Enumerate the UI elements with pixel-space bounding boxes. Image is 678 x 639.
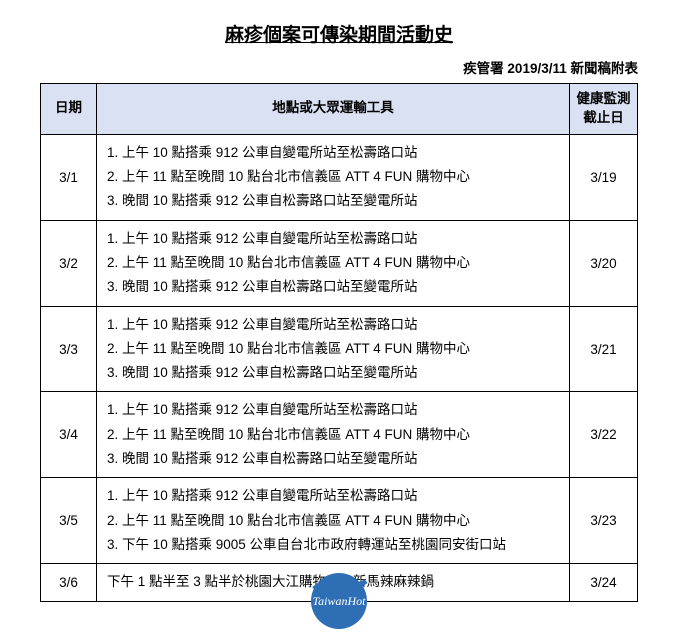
- cell-location: 1. 上午 10 點搭乘 912 公車自變電所站至松壽路口站2. 上午 11 點…: [97, 306, 570, 392]
- col-deadline: 健康監測 截止日: [570, 84, 638, 135]
- list-item: 3. 晚間 10 點搭乘 912 公車自松壽路口站至變電所站: [107, 361, 559, 385]
- cell-location: 1. 上午 10 點搭乘 912 公車自變電所站至松壽路口站2. 上午 11 點…: [97, 392, 570, 478]
- list-item: 2. 上午 11 點至晚間 10 點台北市信義區 ATT 4 FUN 購物中心: [107, 509, 559, 533]
- cell-deadline: 3/24: [570, 564, 638, 601]
- cell-deadline: 3/20: [570, 220, 638, 306]
- cell-location: 1. 上午 10 點搭乘 912 公車自變電所站至松壽路口站2. 上午 11 點…: [97, 220, 570, 306]
- cell-date: 3/1: [41, 134, 97, 220]
- list-item: 1. 上午 10 點搭乘 912 公車自變電所站至松壽路口站: [107, 398, 559, 422]
- list-item: 1. 上午 10 點搭乘 912 公車自變電所站至松壽路口站: [107, 141, 559, 165]
- cell-date: 3/3: [41, 306, 97, 392]
- col-deadline-line2: 截止日: [583, 110, 624, 125]
- list-item: 3. 晚間 10 點搭乘 912 公車自松壽路口站至變電所站: [107, 447, 559, 471]
- table-row: 3/21. 上午 10 點搭乘 912 公車自變電所站至松壽路口站2. 上午 1…: [41, 220, 638, 306]
- logo-text: TaiwanHot: [313, 594, 367, 608]
- cell-date: 3/4: [41, 392, 97, 478]
- table-row: 3/11. 上午 10 點搭乘 912 公車自變電所站至松壽路口站2. 上午 1…: [41, 134, 638, 220]
- col-location: 地點或大眾運輸工具: [97, 84, 570, 135]
- cell-location: 1. 上午 10 點搭乘 912 公車自變電所站至松壽路口站2. 上午 11 點…: [97, 478, 570, 564]
- page-title: 麻疹個案可傳染期間活動史: [40, 20, 638, 47]
- table-row: 3/31. 上午 10 點搭乘 912 公車自變電所站至松壽路口站2. 上午 1…: [41, 306, 638, 392]
- cell-deadline: 3/21: [570, 306, 638, 392]
- list-item: 3. 晚間 10 點搭乘 912 公車自松壽路口站至變電所站: [107, 275, 559, 299]
- list-item: 2. 上午 11 點至晚間 10 點台北市信義區 ATT 4 FUN 購物中心: [107, 165, 559, 189]
- activity-table: 日期 地點或大眾運輸工具 健康監測 截止日 3/11. 上午 10 點搭乘 91…: [40, 83, 638, 602]
- list-item: 1. 上午 10 點搭乘 912 公車自變電所站至松壽路口站: [107, 313, 559, 337]
- table-header-row: 日期 地點或大眾運輸工具 健康監測 截止日: [41, 84, 638, 135]
- cell-deadline: 3/22: [570, 392, 638, 478]
- cell-deadline: 3/23: [570, 478, 638, 564]
- list-item: 1. 上午 10 點搭乘 912 公車自變電所站至松壽路口站: [107, 227, 559, 251]
- table-row: 3/51. 上午 10 點搭乘 912 公車自變電所站至松壽路口站2. 上午 1…: [41, 478, 638, 564]
- list-item: 2. 上午 11 點至晚間 10 點台北市信義區 ATT 4 FUN 購物中心: [107, 423, 559, 447]
- cell-date: 3/6: [41, 564, 97, 601]
- cell-location: 1. 上午 10 點搭乘 912 公車自變電所站至松壽路口站2. 上午 11 點…: [97, 134, 570, 220]
- list-item: 1. 上午 10 點搭乘 912 公車自變電所站至松壽路口站: [107, 484, 559, 508]
- cell-deadline: 3/19: [570, 134, 638, 220]
- list-item: 3. 晚間 10 點搭乘 912 公車自松壽路口站至變電所站: [107, 189, 559, 213]
- list-item: 2. 上午 11 點至晚間 10 點台北市信義區 ATT 4 FUN 購物中心: [107, 337, 559, 361]
- table-body: 3/11. 上午 10 點搭乘 912 公車自變電所站至松壽路口站2. 上午 1…: [41, 134, 638, 601]
- table-row: 3/41. 上午 10 點搭乘 912 公車自變電所站至松壽路口站2. 上午 1…: [41, 392, 638, 478]
- cell-date: 3/2: [41, 220, 97, 306]
- page-subtitle: 疾管署 2019/3/11 新聞稿附表: [40, 57, 638, 77]
- list-item: 3. 下午 10 點搭乘 9005 公車自台北市政府轉運站至桃園同安街口站: [107, 533, 559, 557]
- col-date: 日期: [41, 84, 97, 135]
- list-item: 2. 上午 11 點至晚間 10 點台北市信義區 ATT 4 FUN 購物中心: [107, 251, 559, 275]
- col-deadline-line1: 健康監測: [577, 91, 631, 106]
- cell-date: 3/5: [41, 478, 97, 564]
- taiwanhot-logo: TaiwanHot: [304, 561, 374, 631]
